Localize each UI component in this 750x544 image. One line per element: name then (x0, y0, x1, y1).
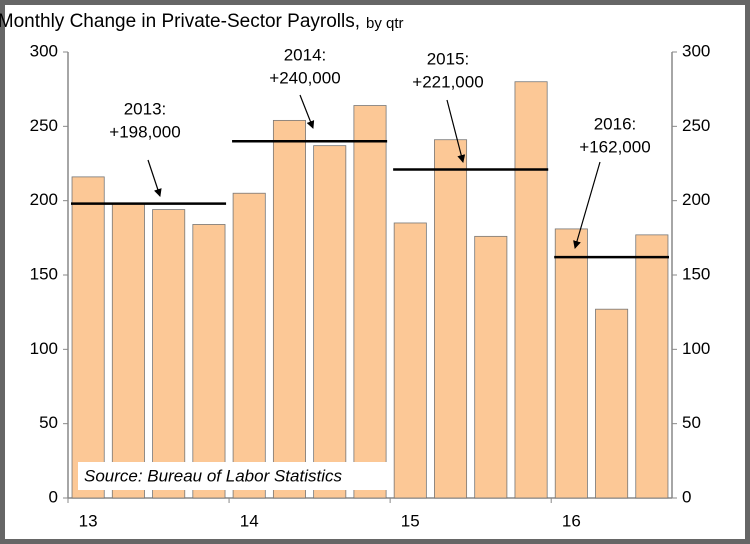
annotation-arrow (299, 94, 315, 129)
y2-tick-label: 100 (682, 339, 710, 358)
source-box (78, 462, 388, 490)
bar (595, 308, 629, 499)
annotation-text: 2014: (284, 45, 327, 64)
bar (272, 119, 306, 499)
source-note: Source: Bureau of Labor Statistics (84, 466, 342, 485)
y2-tick-label: 250 (682, 116, 710, 135)
bar (232, 192, 266, 499)
y-tick-label: 0 (49, 487, 58, 506)
bar (71, 176, 105, 499)
x-tick-label: 16 (562, 511, 581, 530)
x-tick-label: 15 (401, 511, 420, 530)
bar (152, 209, 186, 499)
bar (474, 235, 508, 499)
y2-tick-label: 300 (682, 41, 710, 60)
annotation-arrow (446, 99, 466, 163)
y-tick-label: 50 (39, 413, 58, 432)
chart-title: Average Monthly Change in Private-Sector… (0, 11, 360, 32)
annotation-text: +240,000 (269, 68, 340, 87)
bar (514, 81, 548, 499)
y2-tick-label: 200 (682, 190, 710, 209)
bar (434, 139, 468, 499)
annotation-text: +221,000 (412, 72, 483, 91)
chart-subtitle: by qtr (366, 15, 404, 32)
annotation-text: +198,000 (109, 122, 180, 141)
annotation-arrow (147, 159, 162, 197)
x-tick-label: 13 (79, 511, 98, 530)
bar (554, 228, 588, 499)
annotation-text: +162,000 (579, 137, 650, 156)
y-tick-label: 300 (30, 41, 58, 60)
bar (393, 222, 427, 499)
y2-tick-label: 0 (682, 487, 691, 506)
annotation-text: 2015: (427, 49, 470, 68)
bar (192, 224, 226, 499)
y2-tick-label: 50 (682, 413, 701, 432)
y-tick-label: 200 (30, 190, 58, 209)
bar (353, 105, 387, 499)
bar (313, 145, 347, 499)
y-tick-label: 250 (30, 116, 58, 135)
annotation-text: 2013: (124, 99, 167, 118)
bar (635, 234, 669, 499)
x-tick-label: 14 (240, 511, 259, 530)
y-tick-label: 150 (30, 264, 58, 283)
annotation-text: 2016: (594, 114, 637, 133)
y2-tick-label: 150 (682, 264, 710, 283)
bar (111, 203, 145, 499)
annotation-arrow (573, 161, 601, 249)
y-tick-label: 100 (30, 339, 58, 358)
